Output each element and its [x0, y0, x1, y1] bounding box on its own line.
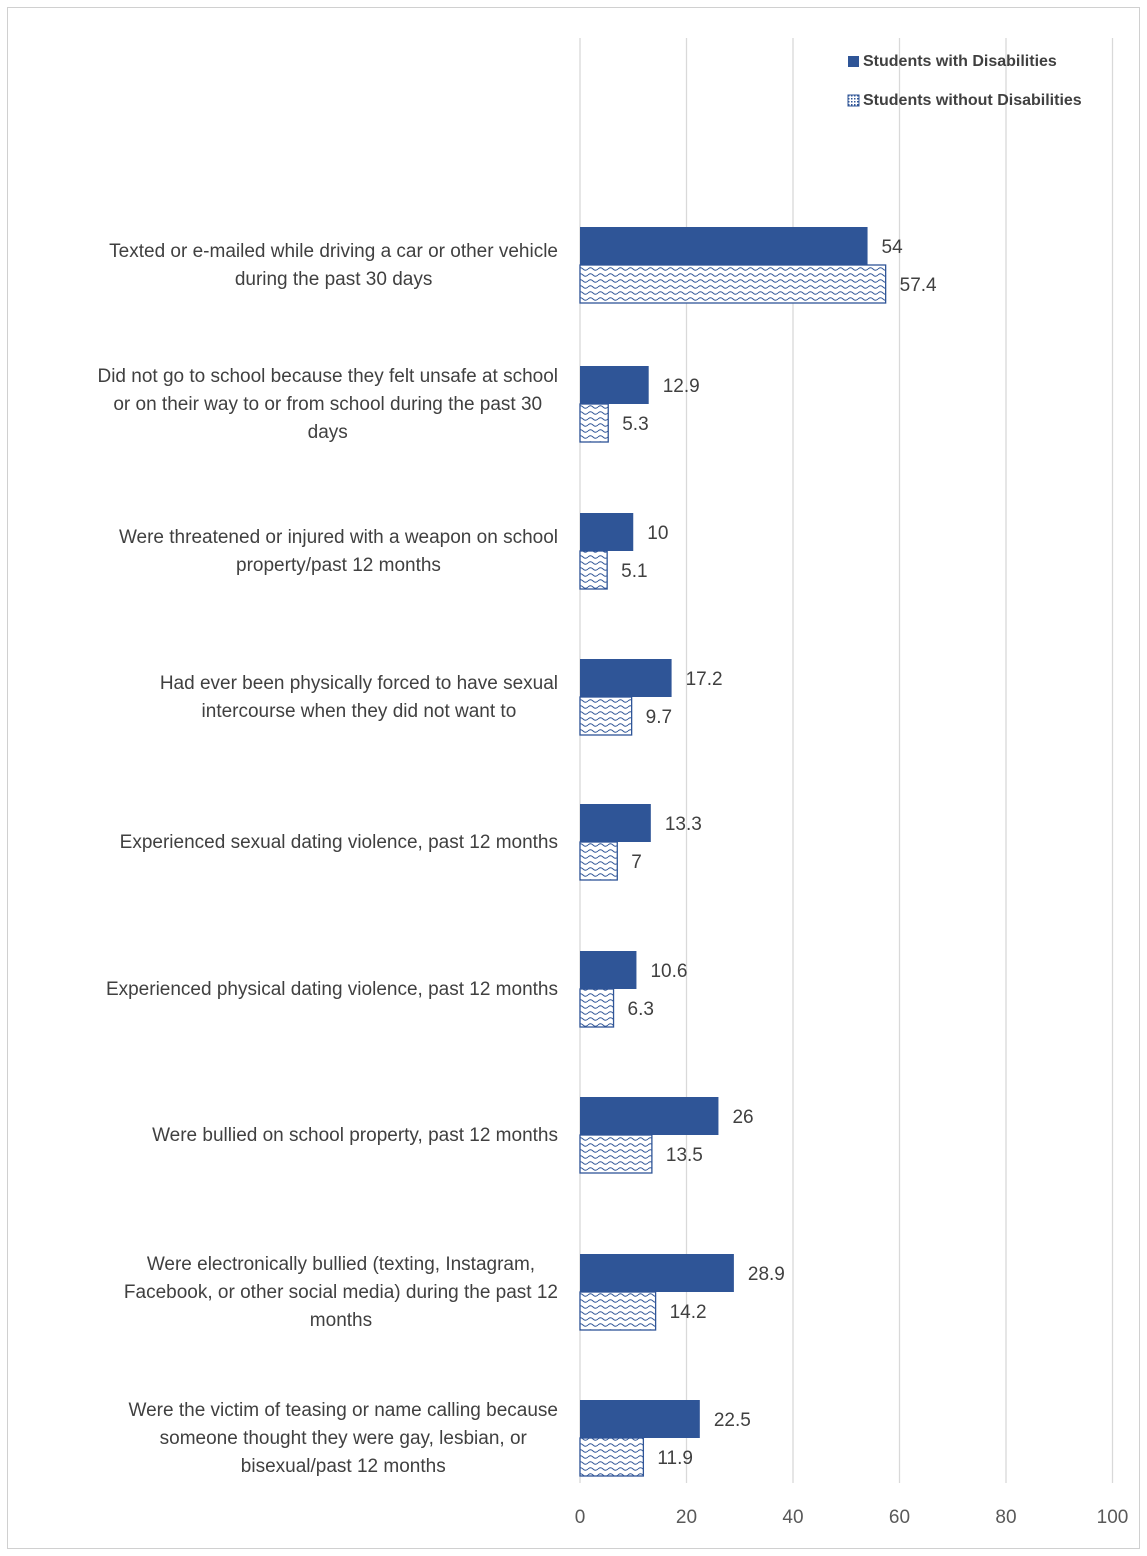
- legend-swatch-with-disabilities: [848, 56, 859, 67]
- bar-with-disabilities: [580, 513, 634, 551]
- bar-with-disabilities: [580, 1097, 719, 1135]
- category-label: Texted or e-mailed while driving a car o…: [109, 241, 558, 290]
- bar-with-disabilities: [580, 804, 651, 842]
- data-label: 11.9: [657, 1448, 693, 1469]
- category-label-line: months: [310, 1310, 372, 1331]
- bars: [579, 227, 887, 1477]
- legend: Students with Disabilities Students with…: [847, 53, 1082, 109]
- category-label-line: Texted or e-mailed while driving a car o…: [109, 241, 558, 262]
- data-label: 12.9: [663, 376, 700, 397]
- data-label: 9.7: [646, 707, 672, 728]
- category-label: Experienced physical dating violence, pa…: [106, 979, 558, 1000]
- data-label: 7: [631, 852, 642, 873]
- category-label-line: Were electronically bullied (texting, In…: [147, 1254, 535, 1275]
- data-label: 10.6: [650, 961, 687, 982]
- category-label-line: Were threatened or injured with a weapon…: [119, 527, 558, 548]
- bar-without-disabilities: [579, 1437, 645, 1477]
- bar-with-disabilities: [580, 659, 672, 697]
- data-label: 10: [647, 523, 668, 544]
- data-label: 13.3: [665, 814, 702, 835]
- x-axis-ticks: 0 20 40 60 80 100: [575, 1507, 1129, 1528]
- bar-with-disabilities: [580, 951, 637, 989]
- category-label-line: days: [308, 422, 348, 443]
- category-label: Were bullied on school property, past 12…: [152, 1125, 558, 1146]
- bar-without-disabilities: [579, 550, 608, 590]
- category-label: Were threatened or injured with a weapon…: [119, 527, 558, 576]
- bar-chart: 54 57.4 12.9 5.3 105.1 17.2 9.7 13.3 7 10.6 6.3 26 1…: [97, 38, 1129, 1528]
- category-label-line: Did not go to school because they felt u…: [97, 366, 558, 387]
- bar-without-disabilities: [579, 1291, 657, 1331]
- bar-with-disabilities: [580, 366, 649, 404]
- category-label-line: Were the victim of teasing or name calli…: [129, 1400, 558, 1421]
- bar-without-disabilities: [579, 841, 618, 881]
- category-label-line: bisexual/past 12 months: [241, 1456, 446, 1477]
- category-label-line: property/past 12 months: [236, 555, 441, 576]
- category-labels: Texted or e-mailed while driving a car o…: [97, 241, 558, 1477]
- category-label-line: or on their way to or from school during…: [113, 394, 542, 415]
- data-label: 5.1: [621, 561, 647, 582]
- legend-label-without-disabilities: Students without Disabilities: [863, 92, 1082, 109]
- x-tick-label: 40: [782, 1507, 803, 1528]
- x-tick-label: 100: [1097, 1507, 1129, 1528]
- bar-with-disabilities: [580, 1400, 700, 1438]
- legend-swatch-without-disabilities: [847, 94, 860, 107]
- category-label-line: Facebook, or other social media) during …: [124, 1282, 558, 1303]
- data-label: 54: [882, 237, 904, 258]
- data-label: 17.2: [686, 669, 723, 690]
- x-tick-label: 20: [676, 1507, 697, 1528]
- category-label-line: someone thought they were gay, lesbian, …: [160, 1428, 528, 1449]
- category-label-line: Were bullied on school property, past 12…: [152, 1125, 558, 1146]
- category-label: Experienced sexual dating violence, past…: [120, 832, 558, 853]
- category-label-line: intercourse when they did not want to: [202, 701, 517, 722]
- bar-without-disabilities: [579, 696, 633, 736]
- chart-area: 54 57.4 12.9 5.3 10 5.1 17.2 9.7 13.3 7 10.6 6.3 26 1…: [7, 7, 1140, 1549]
- data-label: 26: [732, 1107, 753, 1128]
- bar-without-disabilities: [579, 1134, 653, 1174]
- data-labels: 54 57.4 12.9 5.3 105.1 17.2 9.7 13.3 7 10.6 6.3 26 1…: [621, 237, 937, 1469]
- legend-label-with-disabilities: Students with Disabilities: [863, 53, 1057, 70]
- x-tick-label: 80: [995, 1507, 1016, 1528]
- category-label: Were the victim of teasing or name calli…: [129, 1400, 558, 1477]
- data-label: 28.9: [748, 1264, 785, 1285]
- bar-with-disabilities: [580, 1254, 734, 1292]
- data-label: 6.3: [628, 999, 654, 1020]
- data-label: 57.4: [900, 275, 937, 296]
- category-label-line: Experienced physical dating violence, pa…: [106, 979, 558, 1000]
- data-label: 5.3: [622, 414, 648, 435]
- category-label-line: during the past 30 days: [235, 269, 433, 290]
- x-tick-label: 60: [889, 1507, 910, 1528]
- x-tick-label: 0: [575, 1507, 586, 1528]
- data-label: 14.2: [670, 1302, 707, 1323]
- bar-without-disabilities: [579, 403, 609, 443]
- category-label: Were electronically bullied (texting, In…: [124, 1254, 558, 1331]
- category-label: Had ever been physically forced to have …: [160, 673, 558, 722]
- bar-without-disabilities: [579, 264, 887, 304]
- category-label-line: Experienced sexual dating violence, past…: [120, 832, 558, 853]
- bar-with-disabilities: [580, 227, 868, 265]
- data-label: 13.5: [666, 1145, 703, 1166]
- category-label-line: Had ever been physically forced to have …: [160, 673, 558, 694]
- bar-without-disabilities: [579, 988, 615, 1028]
- data-label: 22.5: [714, 1410, 751, 1431]
- category-label: Did not go to school because they felt u…: [97, 366, 558, 443]
